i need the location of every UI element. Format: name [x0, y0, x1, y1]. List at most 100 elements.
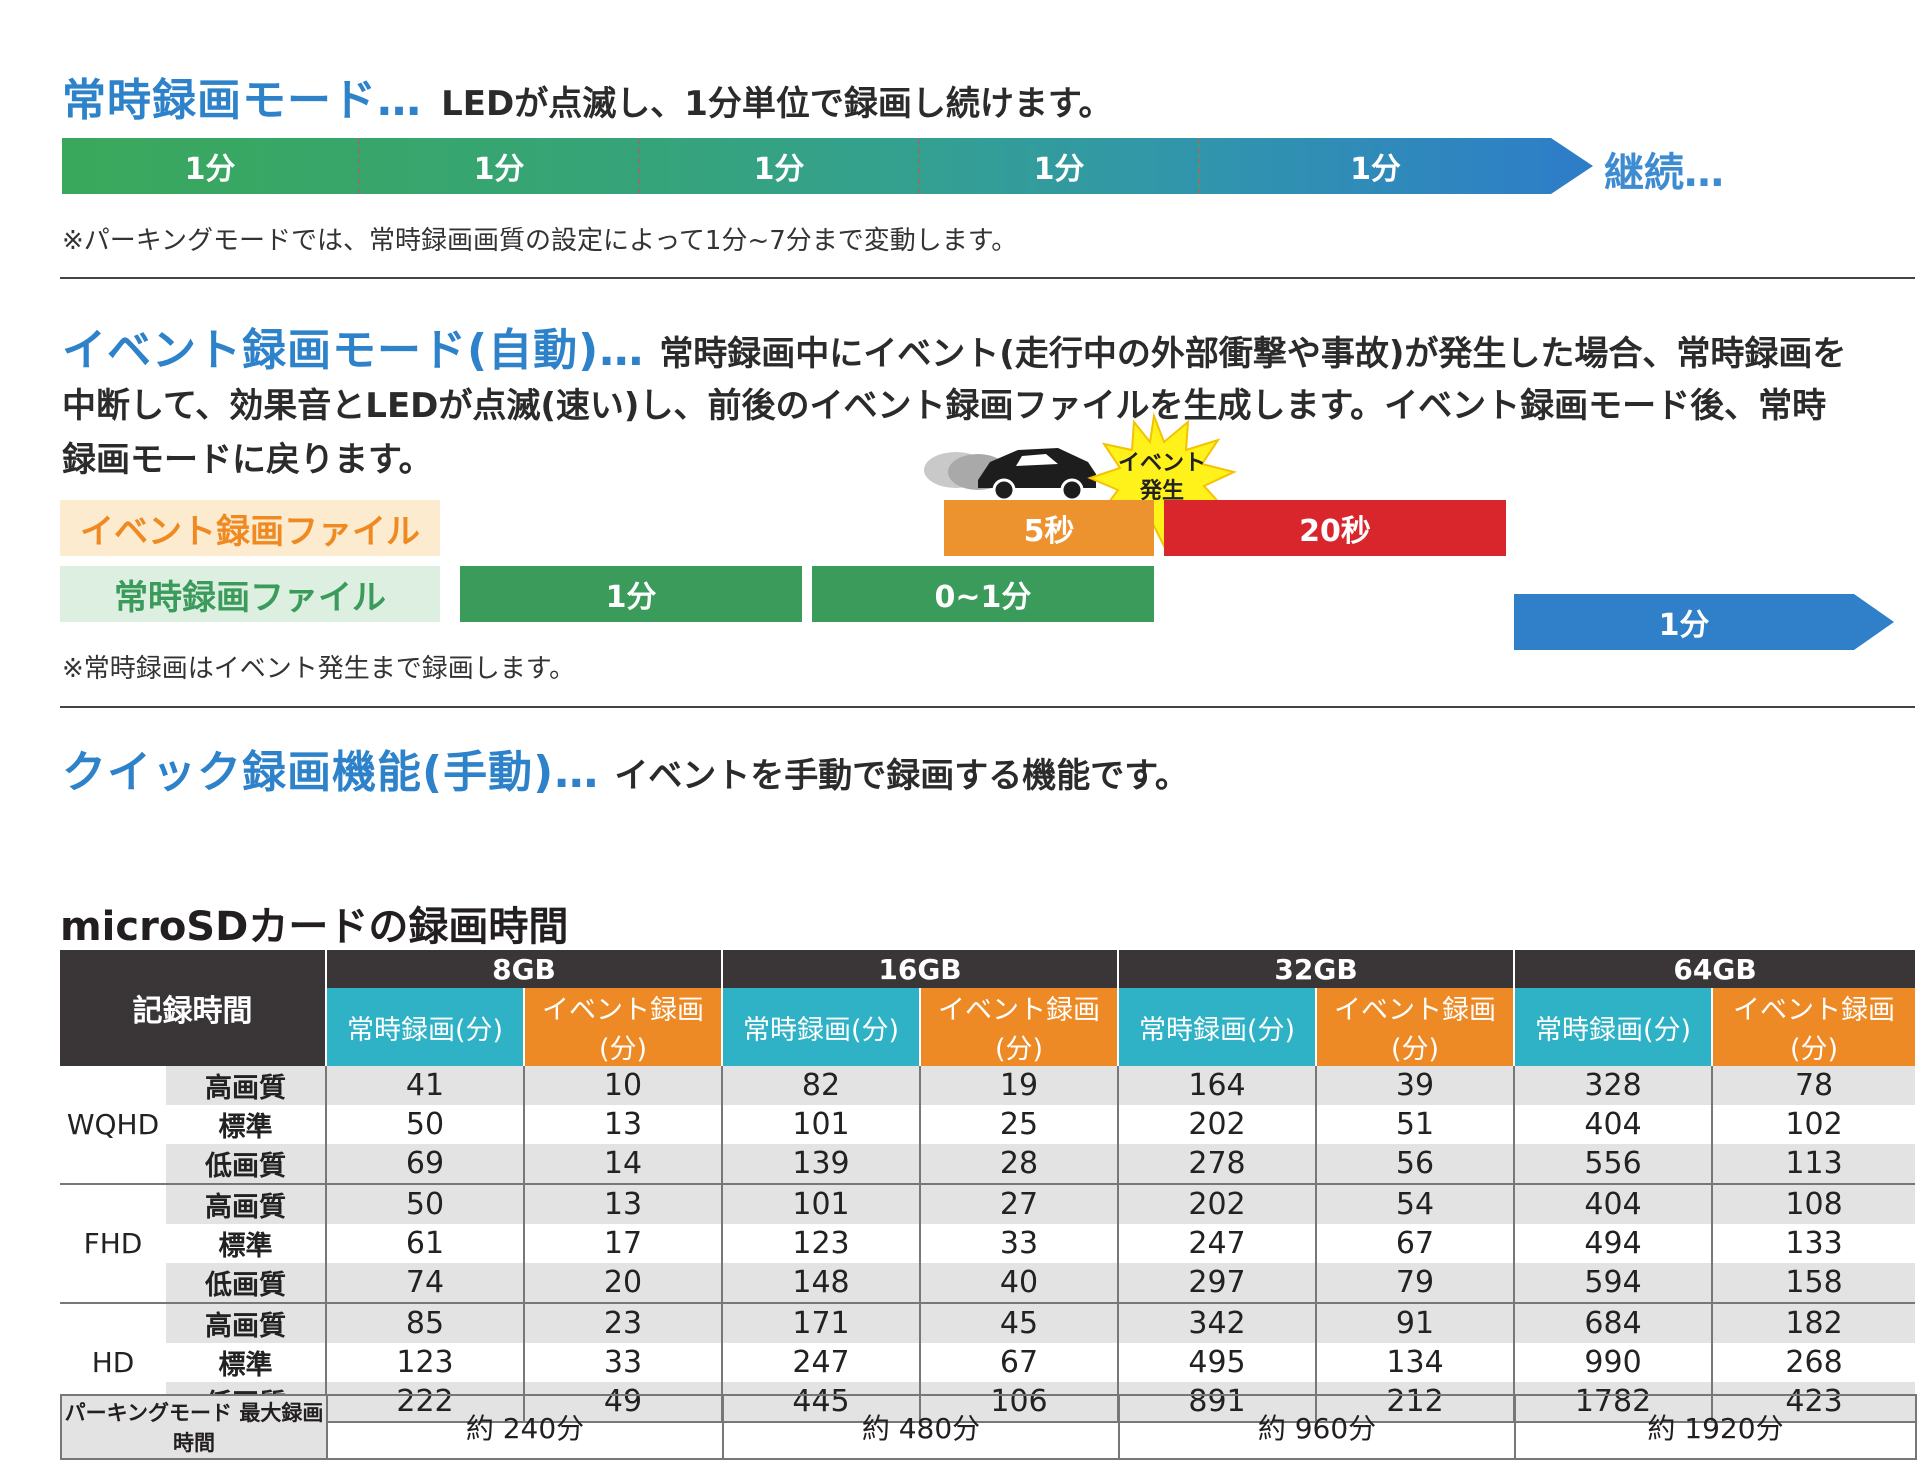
value-cell: 85 [325, 1303, 524, 1343]
burst-text-line2: 発生 [1139, 479, 1184, 504]
sub-header-continuous: 常時録画(分) [721, 988, 920, 1066]
value-cell: 50 [325, 1184, 524, 1224]
value-cell: 51 [1315, 1105, 1515, 1144]
value-cell: 158 [1711, 1263, 1916, 1304]
value-cell: 247 [1117, 1224, 1317, 1263]
value-cell: 404 [1513, 1105, 1713, 1144]
event-note: ※常時録画はイベント発生まで録画します。 [62, 654, 576, 684]
table-row: FHD 高画質 50 13 101 27 202 54 404 108 [60, 1184, 1916, 1304]
value-cell: 202 [1117, 1105, 1317, 1144]
value-cell: 102 [1711, 1105, 1916, 1144]
value-cell: 41 [325, 1066, 524, 1105]
sub-header-event: イベント録画(分) [1315, 988, 1515, 1066]
event-mode-title: イベント録画モード(自動)… [62, 325, 645, 376]
value-cell: 67 [918, 1343, 1119, 1382]
sub-header-event: イベント録画(分) [1711, 988, 1916, 1066]
value-cell: 139 [721, 1144, 920, 1185]
continuous-arrow-head [1551, 138, 1593, 194]
value-cell: 594 [1513, 1263, 1713, 1304]
quality-cell: 低画質 [166, 1144, 326, 1185]
event-mode-heading: イベント録画モード(自動)… 常時録画中にイベント(走行中の外部衝撃や事故)が発… [62, 314, 1846, 378]
value-cell: 13 [523, 1184, 722, 1224]
value-cell: 56 [1315, 1144, 1515, 1185]
table-row: WQHD 高画質 41 10 82 19 164 39 328 78 [60, 1066, 1916, 1185]
value-cell: 495 [1117, 1343, 1317, 1382]
value-cell: 278 [1117, 1144, 1317, 1185]
value-cell: 134 [1315, 1343, 1515, 1382]
continuous-file-block: 1分 [460, 566, 802, 622]
value-cell: 164 [1117, 1066, 1317, 1105]
value-cell: 25 [918, 1105, 1119, 1144]
value-cell: 182 [1711, 1303, 1916, 1343]
value-cell: 171 [721, 1303, 920, 1343]
value-cell: 78 [1711, 1066, 1916, 1105]
value-cell: 202 [1117, 1184, 1317, 1224]
value-cell: 50 [325, 1105, 524, 1144]
quick-mode-description: イベントを手動で録画する機能です。 [614, 756, 1189, 796]
continuous-note: ※パーキングモードでは、常時録画画質の設定によって1分~7分まで変動します。 [62, 226, 1018, 256]
value-cell: 20 [523, 1263, 722, 1304]
value-cell: 113 [1711, 1144, 1916, 1185]
quality-cell: 標準 [218, 1231, 273, 1262]
continuous-segment: 1分 [62, 138, 360, 194]
value-cell: 148 [721, 1263, 920, 1304]
quality-cell: 標準 [218, 1350, 273, 1381]
sub-header-event: イベント録画(分) [523, 988, 722, 1066]
recording-time-table: 記録時間 8GB 16GB 32GB 64GB 常時録画(分) イベント録画(分… [60, 950, 1916, 1423]
legend-continuous-file: 常時録画ファイル [60, 566, 440, 622]
continuous-segment: 1分 [640, 138, 920, 194]
value-cell: 123 [325, 1343, 524, 1382]
quality-cell: 標準 [218, 1112, 273, 1143]
value-cell: 990 [1513, 1343, 1713, 1382]
parking-mode-value: 約 480分 [722, 1394, 1120, 1460]
event-mode-description-2: 中断して、効果音とLEDが点滅(速い)し、前後のイベント録画ファイルを生成します… [62, 386, 1827, 426]
quick-mode-heading: クイック録画機能(手動)… イベントを手動で録画する機能です。 [62, 736, 1189, 800]
continuous-segment: 1分 [360, 138, 640, 194]
resolution-cell: WQHD [60, 1066, 166, 1185]
parking-mode-value: 約 960分 [1118, 1394, 1516, 1460]
burst-text-line1: イベント [1118, 451, 1206, 476]
value-cell: 108 [1711, 1184, 1916, 1224]
section-divider [60, 706, 1915, 708]
value-cell: 101 [721, 1184, 920, 1224]
value-cell: 19 [918, 1066, 1119, 1105]
capacity-header: 16GB [720, 950, 1119, 988]
value-cell: 74 [325, 1263, 524, 1304]
quality-cell: 高画質 [166, 1066, 326, 1105]
sub-header-continuous: 常時録画(分) [1117, 988, 1317, 1066]
continuous-segment: 1分 [1200, 138, 1551, 194]
value-cell: 69 [325, 1144, 524, 1185]
value-cell: 33 [523, 1343, 722, 1382]
quality-cell: 高画質 [166, 1184, 326, 1224]
table-row: 低画質 69 14 139 28 278 56 556 113 [60, 1144, 1916, 1185]
continuous-mode-heading: 常時録画モード… LEDが点滅し、1分単位で録画し続けます。 [62, 64, 1112, 128]
value-cell: 494 [1513, 1224, 1713, 1263]
value-cell: 297 [1117, 1263, 1317, 1304]
value-cell: 14 [523, 1144, 722, 1185]
event-pre-block: 5秒 [944, 500, 1154, 556]
car-icon [978, 448, 1096, 502]
value-cell: 79 [1315, 1263, 1515, 1304]
quality-cell: 高画質 [166, 1303, 326, 1343]
resolution-cell: FHD [60, 1184, 166, 1304]
value-cell: 268 [1711, 1343, 1916, 1382]
event-mode-description-1: 常時録画中にイベント(走行中の外部衝撃や事故)が発生した場合、常時録画を [659, 334, 1847, 374]
event-mode-description-3: 録画モードに戻ります。 [62, 440, 433, 480]
value-cell: 39 [1315, 1066, 1515, 1105]
continuous-partial-block: 0~1分 [812, 566, 1154, 622]
value-cell: 82 [721, 1066, 920, 1105]
continue-label: 継続… [1604, 150, 1724, 196]
value-cell: 684 [1513, 1303, 1713, 1343]
table-row: 標準 123 33 247 67 495 134 990 268 [60, 1343, 1916, 1382]
value-cell: 556 [1513, 1144, 1713, 1185]
parking-mode-table: パーキングモード 最大録画時間 約 240分 約 480分 約 960分 約 1… [60, 1394, 1917, 1460]
capacity-header: 32GB [1117, 950, 1515, 988]
table-row: 標準 50 13 101 25 202 51 404 102 [60, 1105, 1916, 1144]
capacity-header: 8GB [325, 950, 722, 988]
table-title: microSDカードの録画時間 [60, 904, 569, 950]
table-corner-header: 記録時間 [60, 950, 326, 1066]
parking-mode-value: 約 1920分 [1514, 1394, 1917, 1460]
value-cell: 40 [918, 1263, 1119, 1304]
value-cell: 27 [918, 1184, 1119, 1224]
value-cell: 91 [1315, 1303, 1515, 1343]
